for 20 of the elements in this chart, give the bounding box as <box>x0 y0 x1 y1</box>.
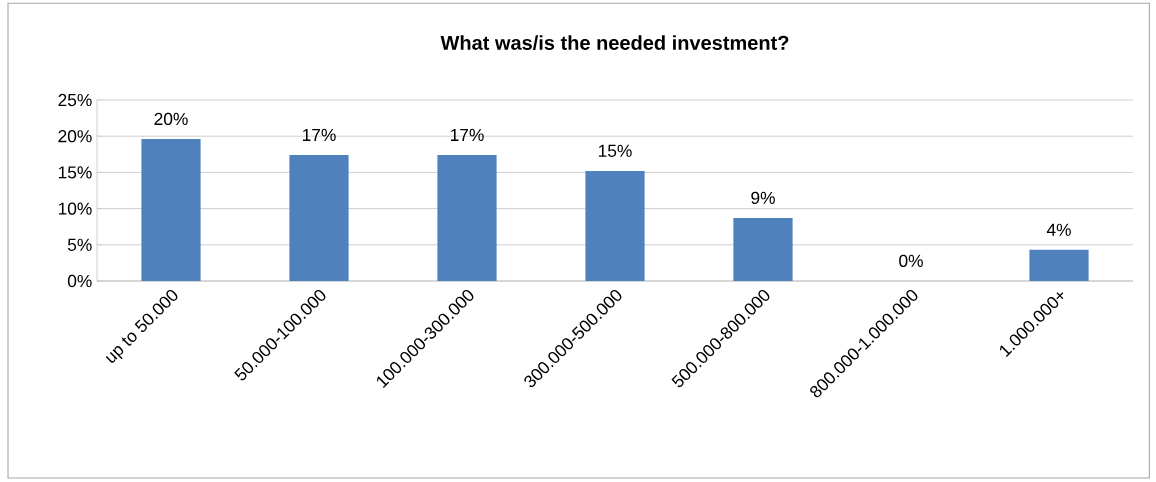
bar <box>289 155 349 281</box>
bar <box>733 218 793 281</box>
chart-title: What was/is the needed investment? <box>440 35 789 51</box>
y-tick-label: 10% <box>58 202 92 215</box>
data-label: 17% <box>450 128 484 141</box>
y-tick-label: 20% <box>58 130 92 143</box>
y-tick-label: 5% <box>67 238 92 251</box>
data-label: 9% <box>751 191 775 204</box>
bar <box>1029 249 1089 281</box>
y-tick-label: 25% <box>58 93 92 107</box>
data-label: 4% <box>1046 223 1071 236</box>
bar <box>437 155 497 281</box>
data-label: 20% <box>154 112 188 126</box>
bar <box>141 139 201 281</box>
y-tick-label: 0% <box>67 274 92 288</box>
bar <box>585 170 645 281</box>
data-label: 15% <box>598 144 632 157</box>
y-tick-label: 15% <box>58 166 92 179</box>
data-label: 0% <box>899 254 923 267</box>
data-label: 17% <box>302 128 336 141</box>
